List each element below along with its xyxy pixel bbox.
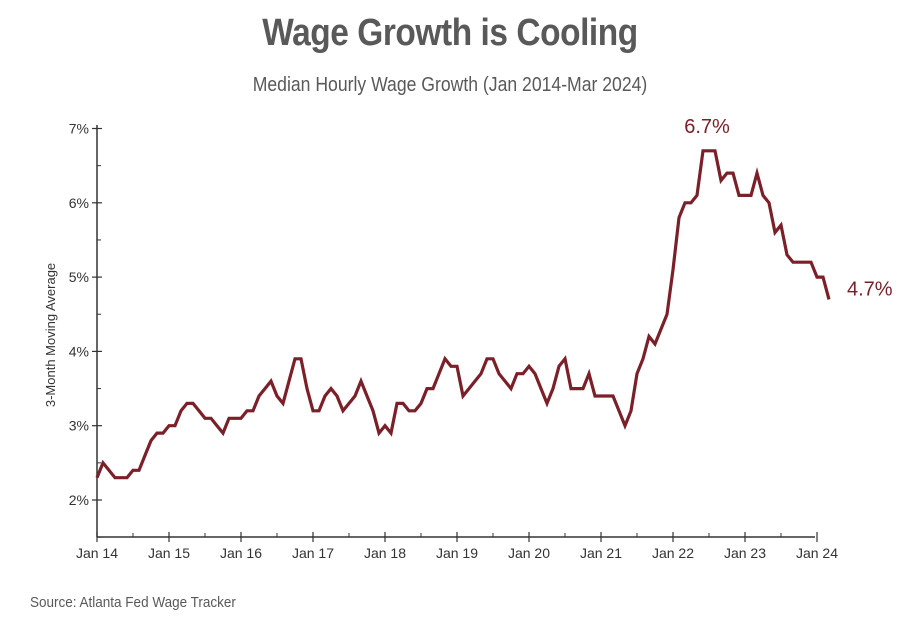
y-axis-ticks: 2% 3% 4% 5% 6% 7%	[69, 121, 102, 538]
chart-axes	[96, 125, 815, 538]
x-tick-label: Jan 22	[652, 545, 694, 561]
chart-subtitle: Median Hourly Wage Growth (Jan 2014-Mar …	[252, 74, 648, 96]
y-tick-label: 4%	[69, 343, 89, 359]
series-line	[95, 149, 831, 480]
y-tick-label: 2%	[69, 492, 89, 508]
x-tick-label: Jan 19	[436, 545, 478, 561]
y-tick-label: 5%	[69, 269, 89, 285]
x-axis-ticks: Jan 14 Jan 15 Jan 16 Jan 17 Jan 18 Jan 19 Jan …	[76, 532, 838, 561]
y-axis-label: 3-Month Moving Average	[43, 263, 58, 407]
y-tick-label: 7%	[69, 121, 89, 137]
x-tick-label: Jan 14	[76, 545, 118, 561]
source-note: Source: Atlanta Fed Wage Tracker	[30, 594, 236, 611]
annotations: 6.7% 4.7%	[684, 116, 893, 301]
x-tick-label: Jan 17	[292, 545, 334, 561]
x-tick-label: Jan 15	[148, 545, 190, 561]
latest-annotation: 4.7%	[847, 278, 893, 300]
peak-annotation: 6.7%	[684, 116, 730, 138]
series-group	[95, 149, 831, 480]
x-tick-label: Jan 20	[508, 545, 550, 561]
y-tick-label: 6%	[69, 195, 89, 211]
x-tick-label: Jan 23	[724, 545, 766, 561]
x-tick-label: Jan 21	[580, 545, 622, 561]
x-tick-label: Jan 16	[220, 545, 262, 561]
y-tick-label: 3%	[69, 418, 89, 434]
x-tick-label: Jan 18	[364, 545, 406, 561]
x-tick-label: Jan 24	[796, 545, 838, 561]
chart-title: Wage Growth is Cooling	[262, 12, 638, 54]
